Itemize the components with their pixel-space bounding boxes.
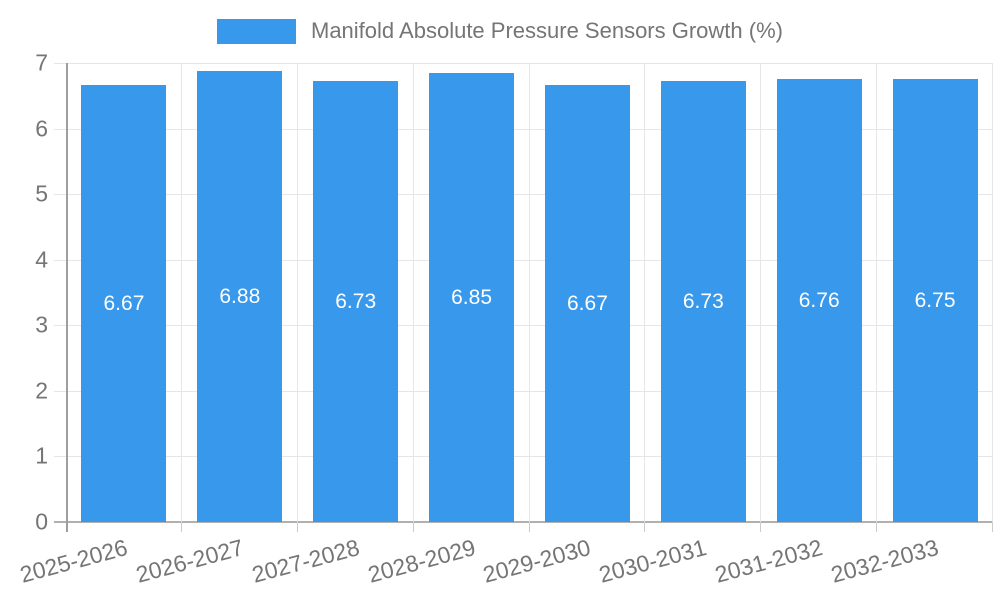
plot-area: 0 1 2 3 4 5 6 7 6.67 2025-2026 6.88 2026-2027 6.73 20… [17,51,993,588]
x-axis-tick [876,522,878,532]
legend-label: Manifold Absolute Pressure Sensors Growt… [311,18,783,43]
x-axis-tick-label: 2028-2029 [364,534,478,588]
y-gridline [54,456,993,458]
y-axis-tick-label: 0 [35,508,48,535]
y-gridline [54,325,993,327]
x-gridline [296,63,298,522]
bar-value-label: 6.76 [798,288,840,312]
x-axis-tick-label: 2027-2028 [248,534,362,588]
y-axis-tick-label: 2 [35,377,48,404]
bar-value-label: 6.88 [219,284,261,308]
x-axis-tick [992,522,993,532]
x-gridline [876,63,878,522]
bar-value-label: 6.85 [451,285,492,309]
y-axis-tick-label: 3 [35,311,48,338]
bar-2025-2026[interactable]: 6.67 [81,84,167,522]
x-gridline [644,63,646,522]
x-axis-tick [412,522,414,532]
x-axis-tick [296,522,298,532]
x-axis-line [54,521,993,523]
x-axis-tick-label: 2030-2031 [596,534,710,588]
y-gridline [54,194,993,196]
y-axis-tick-label: 4 [35,246,48,273]
x-axis-tick [760,522,762,532]
x-axis-tick-label: 2029-2030 [480,534,594,588]
y-gridline [54,390,993,392]
x-gridline [412,63,414,522]
y-axis-tick-label: 5 [35,180,48,207]
y-gridline [54,259,993,261]
bar-value-label: 6.67 [567,291,608,315]
bar-value-label: 6.73 [682,289,724,313]
bar-2030-2031[interactable]: 6.73 [660,80,746,522]
bar-value-label: 6.73 [335,289,377,313]
bar-2027-2028[interactable]: 6.73 [313,80,399,522]
x-axis-tick-label: 2026-2027 [133,534,247,588]
y-axis-tick-label: 1 [35,442,48,469]
bar-2032-2033[interactable]: 6.75 [892,79,978,522]
y-gridline [54,128,993,130]
x-axis-tick [180,522,182,532]
bar-value-label: 6.67 [103,291,145,315]
x-axis-tick-label: 2025-2026 [17,534,131,588]
bar-2029-2030[interactable]: 6.67 [544,84,630,522]
y-axis-tick-label: 7 [35,49,48,76]
x-gridline [180,63,182,522]
bar-2028-2029[interactable]: 6.85 [429,72,515,522]
x-gridline [992,63,993,522]
x-axis-tick-label: 2031-2032 [712,534,826,588]
bar-value-label: 6.75 [914,289,956,313]
x-axis-tick [528,522,530,532]
x-axis-tick [644,522,646,532]
y-gridline [54,63,993,64]
chart-legend[interactable]: Manifold Absolute Pressure Sensors Growt… [0,17,1000,45]
y-axis-line [66,63,68,532]
x-gridline [528,63,530,522]
x-axis-tick-label: 2032-2033 [828,534,942,588]
y-axis-tick-label: 6 [35,115,48,142]
bar-2031-2032[interactable]: 6.76 [776,78,862,522]
x-gridline [760,63,762,522]
bar-2026-2027[interactable]: 6.88 [197,70,283,522]
legend-swatch[interactable] [217,18,296,44]
